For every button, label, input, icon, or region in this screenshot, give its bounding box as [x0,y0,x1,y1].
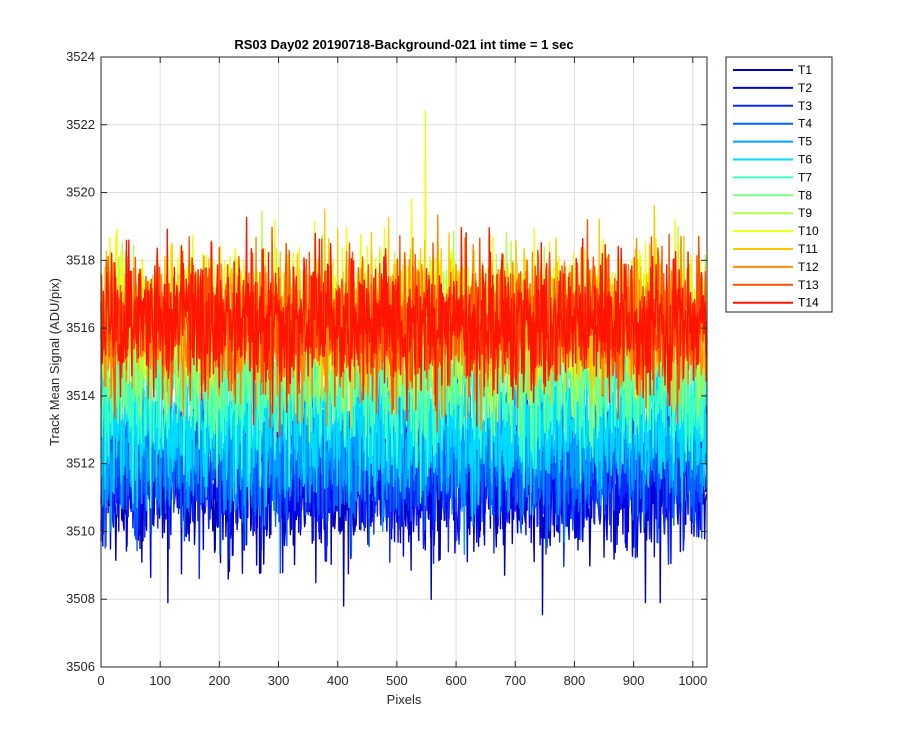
y-tick-label: 3510 [66,523,95,538]
legend-label-t7: T7 [798,170,812,184]
x-tick-label: 0 [97,673,104,688]
legend[interactable]: T1 T2 T3 T4 T5 T6 T7 T8 T9 T10 T11 T12 T13 T14 [725,56,833,313]
x-tick-label: 800 [564,673,586,688]
y-tick-label: 3524 [66,49,95,64]
x-tick-label: 500 [386,673,408,688]
x-tick-label: 700 [504,673,526,688]
legend-box [725,56,833,313]
plot-area-frame [100,56,708,668]
series-line-t6 [100,307,708,527]
legend-label-t6: T6 [798,153,812,167]
x-tick-label: 400 [327,673,349,688]
y-tick-labels: 3506 3508 3510 3512 3514 3516 3518 3520 3522 3524 [66,49,95,674]
x-tick-label: 1000 [678,673,707,688]
y-tick-label: 3522 [66,117,95,132]
y-tick-label: 3516 [66,320,95,335]
x-tick-labels: 0 100 200 300 400 500 600 700 800 900 1000 [97,673,707,688]
chart-title: RS03 Day02 20190718-Background-021 int t… [234,37,573,52]
legend-label-t11: T11 [798,242,818,256]
legend-label-t8: T8 [798,188,812,202]
x-tick-label: 300 [268,673,290,688]
axis-ticks [100,56,707,668]
x-tick-label: 100 [149,673,171,688]
series-lines [100,110,708,616]
legend-label-t3: T3 [798,99,812,113]
legend-label-t2: T2 [798,81,812,95]
x-tick-label: 200 [209,673,231,688]
y-tick-label: 3520 [66,185,95,200]
legend-label-t10: T10 [798,224,819,238]
legend-label-t9: T9 [798,206,812,220]
legend-label-t14: T14 [798,296,819,310]
x-axis-label: Pixels [387,692,422,707]
y-tick-label: 3506 [66,659,95,674]
legend-label-t5: T5 [798,135,812,149]
legend-label-t12: T12 [798,260,819,274]
y-tick-label: 3518 [66,252,95,267]
x-tick-label: 900 [623,673,645,688]
legend-label-t4: T4 [798,117,812,131]
y-tick-label: 3508 [66,591,95,606]
legend-items: T1 T2 T3 T4 T5 T6 T7 T8 T9 T10 T11 T12 T13 T14 [733,63,819,310]
y-axis-label: Track Mean Signal (ADU/pix) [47,278,62,446]
legend-label-t1: T1 [798,63,812,77]
y-tick-label: 3514 [66,388,95,403]
legend-label-t13: T13 [798,278,819,292]
y-tick-label: 3512 [66,456,95,471]
x-tick-label: 600 [445,673,467,688]
series-line-t14 [100,216,708,427]
